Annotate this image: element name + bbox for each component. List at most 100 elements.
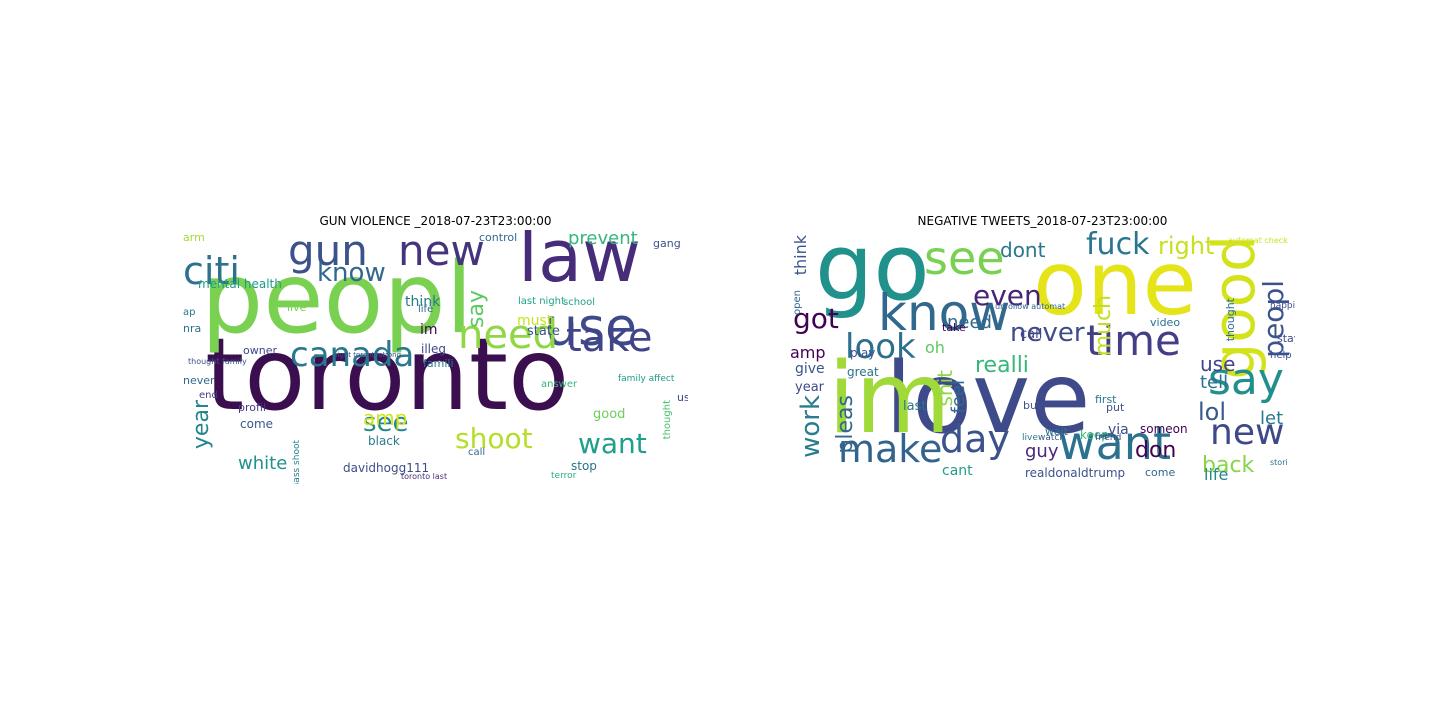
- cloud-word: dont: [1000, 238, 1046, 262]
- cloud-word: via: [1108, 422, 1129, 438]
- cloud-word: last: [903, 399, 927, 414]
- cloud-word: terror: [551, 471, 577, 481]
- cloud-word: don: [1135, 438, 1177, 463]
- cloud-word: citi: [183, 249, 240, 293]
- cloud-word: oh: [925, 338, 945, 357]
- panel-title: NEGATIVE TWEETS_2018-07-23T23:00:00: [917, 214, 1168, 228]
- cloud-word: want: [578, 427, 647, 460]
- cloud-word: shoot: [455, 422, 533, 455]
- cloud-word: play: [850, 346, 876, 360]
- cloud-word: day: [940, 417, 1010, 461]
- cloud-word: see: [363, 408, 409, 438]
- cloud-word: black: [368, 434, 400, 448]
- cloud-word: lol: [1198, 398, 1227, 426]
- cloud-word: toronto: [205, 316, 570, 433]
- cloud-word: friend: [1095, 433, 1122, 443]
- cloud-word: great: [847, 365, 879, 379]
- cloud-word: go: [815, 230, 930, 321]
- cloud-word: call: [1020, 327, 1043, 342]
- cloud-word: keep: [1080, 428, 1109, 442]
- cloud-word: first: [1095, 393, 1117, 406]
- cloud-word: im: [828, 342, 951, 456]
- cloud-word: live: [1022, 433, 1038, 443]
- cloud-word: tell: [1200, 372, 1229, 393]
- wordcloud-image: toronto peopl law use gun new citi need take cana…: [183, 230, 688, 484]
- cloud-word: think: [791, 235, 810, 276]
- cloud-word: amp: [363, 406, 408, 430]
- cloud-word: think: [405, 294, 441, 310]
- cloud-word: family affect: [618, 374, 675, 384]
- cloud-word: answer: [541, 379, 578, 390]
- cloud-word: law: [518, 230, 642, 298]
- cloud-word: year: [795, 380, 825, 395]
- cloud-word: never: [1010, 318, 1085, 348]
- cloud-word: white: [238, 453, 288, 474]
- cloud-word: prevent: [568, 230, 638, 249]
- cloud-word: take: [942, 321, 966, 334]
- cloud-word: wait: [1045, 425, 1069, 438]
- cloud-word: night torontostrong: [333, 351, 402, 359]
- cloud-word: come: [1145, 466, 1176, 479]
- cloud-word: new: [398, 230, 485, 275]
- cloud-word: time: [1086, 316, 1181, 365]
- cloud-word: new: [1210, 412, 1285, 453]
- cloud-word: never: [183, 374, 215, 387]
- cloud-word: work: [796, 395, 826, 458]
- cloud-word: use: [545, 298, 638, 358]
- cloud-word: want: [1058, 416, 1172, 470]
- cloud-word: use: [1200, 352, 1236, 376]
- cloud-word: school: [563, 297, 596, 308]
- cloud-word: pleas: [833, 395, 858, 454]
- cloud-word: buy: [1023, 399, 1044, 412]
- cloud-word: video: [1150, 316, 1181, 329]
- cloud-word: good: [593, 407, 626, 422]
- cloud-word: must: [517, 313, 553, 329]
- cloud-word: happi: [1270, 301, 1295, 311]
- cloud-word: realli: [975, 353, 1029, 378]
- cloud-word: owner: [243, 344, 277, 357]
- cloud-word: nra: [183, 322, 202, 335]
- cloud-word: look: [845, 327, 916, 367]
- cloud-word: cant: [942, 463, 973, 479]
- cloud-word: unfollow automat: [995, 302, 1066, 311]
- cloud-word: make: [838, 427, 943, 471]
- cloud-word: watch: [1038, 433, 1066, 443]
- cloud-word: right: [1158, 232, 1215, 260]
- cloud-word: know: [878, 284, 1011, 342]
- cloud-word: illeg: [421, 342, 447, 356]
- cloud-word: fuck: [1086, 230, 1150, 262]
- cloud-word: give: [795, 361, 825, 377]
- cloud-word: life: [418, 304, 434, 315]
- cloud-word: last night: [518, 296, 565, 307]
- cloud-word: stay: [1277, 332, 1295, 345]
- cloud-word: put: [1106, 401, 1125, 414]
- wordcloud-image: love im go one know good see want time say make loo…: [790, 230, 1295, 484]
- cloud-word: ap: [183, 307, 196, 318]
- cloud-word: profil: [238, 401, 266, 414]
- cloud-word: im: [420, 322, 438, 338]
- cloud-word: realdonaldtrump: [1025, 466, 1126, 480]
- cloud-word: state: [527, 324, 560, 339]
- cloud-word: even: [973, 279, 1042, 312]
- cloud-word: help: [1270, 350, 1292, 361]
- cloud-word: peopl: [1257, 280, 1290, 358]
- cloud-word: end: [199, 390, 218, 401]
- cloud-word: gun: [288, 230, 368, 275]
- cloud-word: arm: [183, 231, 205, 244]
- cloud-word: stori: [1270, 458, 1288, 467]
- cloud-word: say: [464, 290, 489, 328]
- cloud-word: gang: [653, 237, 681, 250]
- cloud-word: take: [566, 315, 653, 361]
- cloud-word: back: [1202, 453, 1255, 478]
- cloud-word: famili: [423, 357, 454, 370]
- cloud-word: come: [240, 417, 274, 431]
- cloud-word: see: [924, 231, 1005, 285]
- cloud-word: life: [1204, 465, 1229, 484]
- cloud-word: stop: [571, 459, 597, 473]
- cloud-word: automat check: [1228, 236, 1288, 245]
- cloud-word: amp: [790, 343, 826, 362]
- cloud-word: call: [468, 447, 486, 458]
- cloud-word: feel: [948, 380, 969, 414]
- cloud-word: mental health: [198, 277, 282, 291]
- cloud-word: mass shoot: [292, 440, 302, 484]
